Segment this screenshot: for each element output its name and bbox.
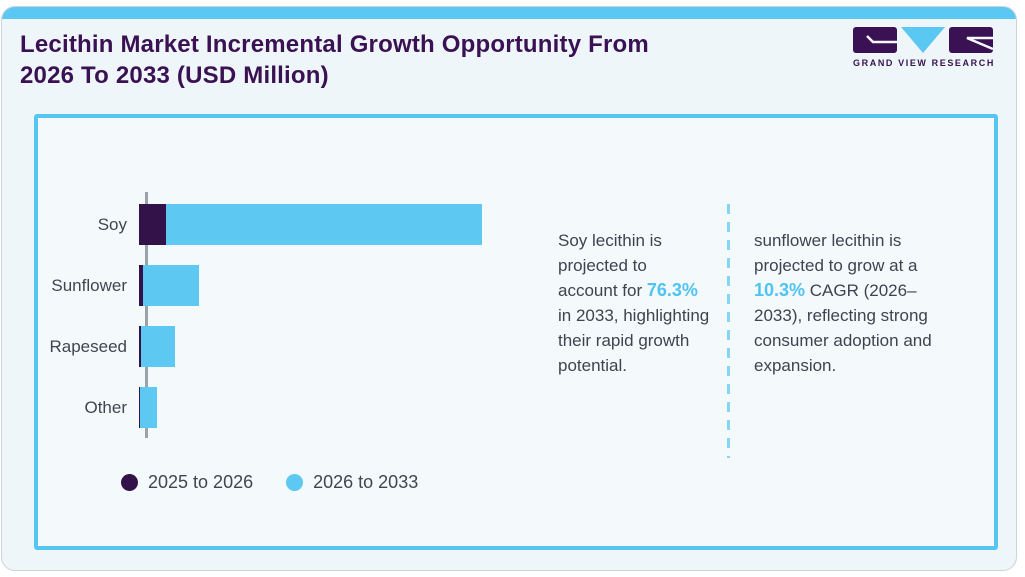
bar-segment-2025-to-2026 [139,387,140,428]
gvr-logo-mark [853,27,994,53]
legend-dot [286,474,304,491]
chart-rows: Soy Sunflower Rapeseed Other [38,204,482,448]
bar-track [139,387,157,428]
insight-soy-highlight-value: 76.3% [646,280,698,300]
legend-item: 2025 to 2026 [121,472,253,493]
chart-legend: 2025 to 2026 2026 to 2033 [121,472,418,493]
page-title-line1: Lecithin Market Incremental Growth Oppor… [20,31,649,58]
chart-panel-inner: Soy Sunflower Rapeseed Other 2025 to 2026 20… [38,118,994,546]
category-axis-line [145,192,148,438]
bar-segment-2025-to-2026 [139,265,143,306]
bar-segment-2025-to-2026 [139,326,141,367]
insight-sunflower-highlight-value: 10.3% [754,280,806,300]
category-label: Other [84,397,127,417]
legend-label: 2025 to 2026 [148,472,254,492]
bar-segment-2026-to-2033 [143,265,199,306]
insight-soy: Soy lecithin is projected to account for… [558,228,710,378]
logo-v-triangle [901,27,945,53]
category-label: Sunflower [51,275,127,295]
chart-panel: Soy Sunflower Rapeseed Other 2025 to 2026 20… [34,114,998,550]
legend-label: 2026 to 2033 [313,472,419,492]
category-label: Rapeseed [49,336,127,356]
chart-row: Sunflower [38,265,482,306]
category-label: Soy [97,214,127,234]
insight-soy-text-post: in 2033, highlighting their rapid growth… [558,306,710,375]
insight-soy-text-pre: Soy lecithin is projected to account for [558,231,662,300]
legend-item: 2026 to 2033 [286,472,418,493]
infographic-card: Lecithin Market Incremental Growth Oppor… [1,6,1017,571]
logo-wordmark: GRAND VIEW RESEARCH [853,58,995,68]
insight-sunflower: sunflower lecithin is projected to grow … [754,228,944,378]
chart-row: Other [38,387,482,428]
chart-row: Soy [38,204,482,245]
bar-segment-2025-to-2026 [139,204,166,245]
logo-g-cut [866,35,897,44]
logo-r-cut [966,36,994,51]
bar-track [139,265,199,306]
page-title: Lecithin Market Incremental Growth Oppor… [20,29,649,91]
insight-sunflower-text-post: CAGR (2026–2033), reflecting strong cons… [754,281,932,375]
grand-view-research-logo: GRAND VIEW RESEARCH [849,26,999,68]
bar-track [139,326,175,367]
logo-g-block [853,27,897,53]
bar-segment-2026-to-2033 [140,387,157,428]
dashed-divider [727,204,730,458]
page-title-line2: 2026 To 2033 (USD Million) [20,62,329,89]
legend-dot [121,474,138,491]
bar-track [139,204,482,245]
card-top-accent-bar [2,7,1016,19]
insight-sunflower-text-pre: sunflower lecithin is projected to grow … [754,231,918,275]
bar-segment-2026-to-2033 [141,326,175,367]
bar-segment-2026-to-2033 [166,204,482,245]
chart-row: Rapeseed [38,326,482,367]
